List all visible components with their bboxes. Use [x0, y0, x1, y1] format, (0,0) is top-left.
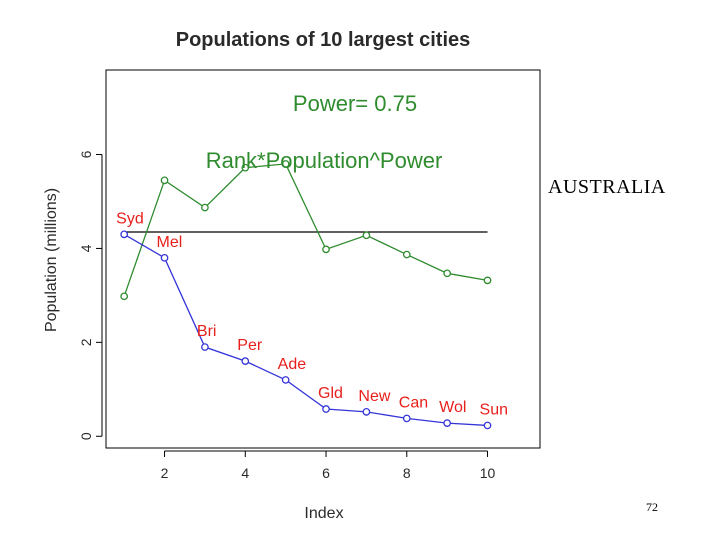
blue-series-point — [281, 376, 290, 384]
blue-series-point — [362, 407, 371, 416]
x-tick-label: 6 — [322, 465, 330, 481]
y-tick-label: 2 — [78, 338, 94, 346]
green-series-point — [281, 160, 290, 168]
blue-series-point — [483, 421, 492, 430]
city-label: Ade — [278, 356, 307, 373]
city-label: Gld — [318, 385, 343, 402]
city-label: Can — [399, 394, 428, 411]
blue-series-point — [201, 343, 209, 351]
blue-series-point — [443, 419, 451, 427]
blue-series-point — [322, 405, 330, 413]
green-series-point — [402, 250, 411, 259]
green-series-point — [362, 231, 371, 240]
city-label: Sun — [480, 401, 508, 418]
green-series-point — [241, 163, 250, 172]
plot-frame — [105, 69, 541, 449]
power-annotation: Power= 0.75 — [293, 91, 417, 116]
green-series-point — [201, 203, 209, 212]
green-series-point — [443, 269, 451, 278]
x-tick-label: 2 — [161, 465, 169, 481]
y-tick-label: 0 — [78, 432, 94, 440]
slide-side-label: AUSTRALIA — [548, 176, 666, 198]
city-label: Syd — [116, 210, 144, 227]
blue-series-point — [160, 253, 169, 262]
city-label: New — [358, 388, 390, 405]
blue-series-point — [120, 230, 129, 239]
green-series-point — [322, 245, 330, 254]
x-tick-label: 8 — [403, 465, 411, 481]
y-axis-label: Population (millions) — [43, 188, 60, 332]
blue-series-point — [402, 414, 411, 423]
x-tick-label: 4 — [241, 465, 249, 481]
green-series-point — [160, 176, 169, 185]
chart-title: Populations of 10 largest cities — [176, 29, 471, 51]
city-label: Mel — [157, 234, 183, 251]
formula-annotation: Rank*Population^Power — [206, 148, 443, 173]
x-tick-label: 10 — [480, 465, 496, 481]
green-series-point — [120, 292, 129, 301]
blue-series-line — [123, 233, 488, 427]
city-label: Wol — [439, 399, 466, 416]
y-tick-label: 4 — [78, 244, 94, 252]
city-label: Per — [237, 337, 263, 354]
page-number: 72 — [646, 500, 658, 514]
green-series-line — [123, 163, 488, 297]
x-axis-label: Index — [304, 505, 343, 522]
green-series-point — [483, 276, 492, 285]
blue-series-point — [241, 357, 250, 365]
city-label: Bri — [197, 323, 217, 340]
y-tick-label: 6 — [78, 150, 94, 158]
